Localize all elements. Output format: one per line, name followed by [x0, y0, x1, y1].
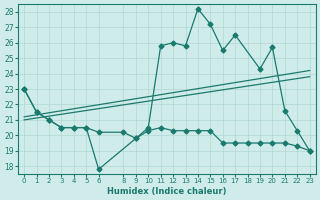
X-axis label: Humidex (Indice chaleur): Humidex (Indice chaleur) [107, 187, 227, 196]
